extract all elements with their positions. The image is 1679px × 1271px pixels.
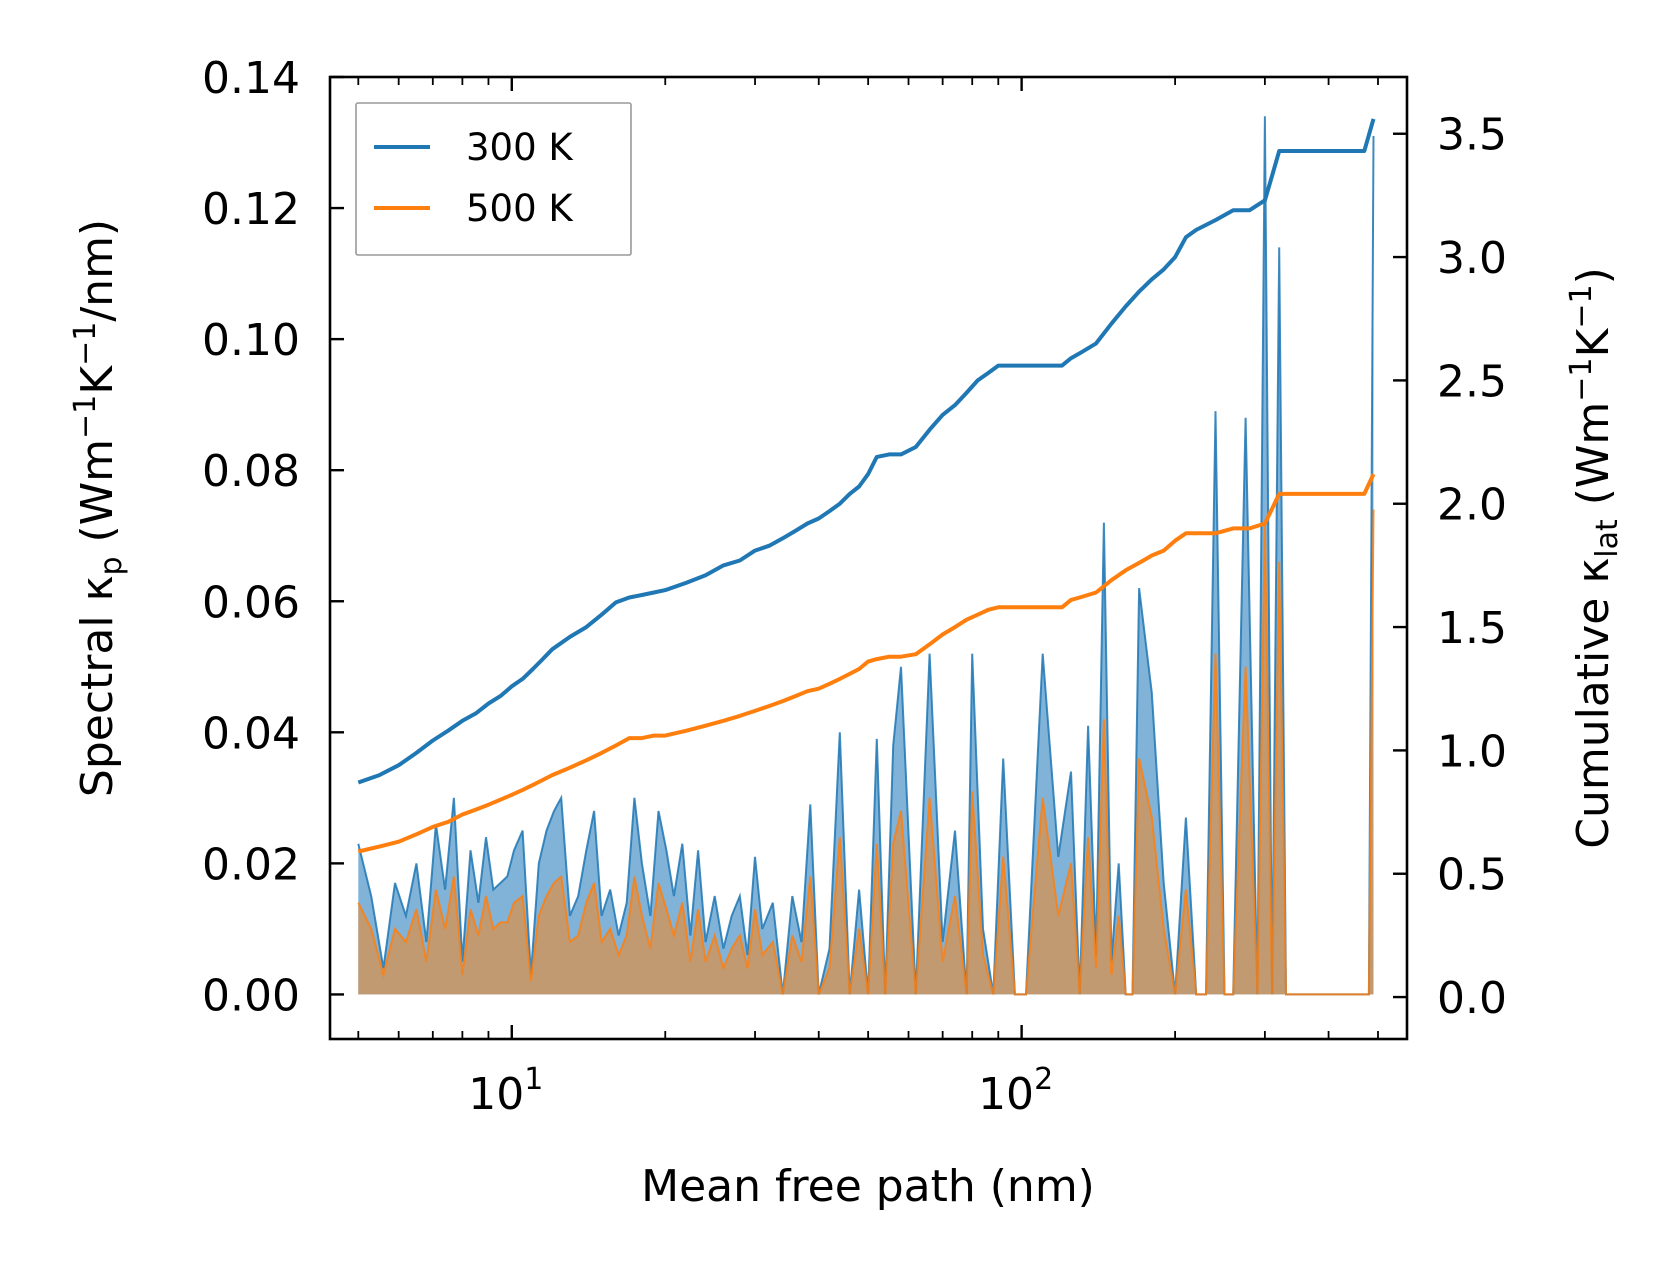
- y-right-tick-label-7: 3.5: [1437, 110, 1507, 161]
- legend-label-300k: 300 K: [466, 126, 574, 169]
- y-left-tick-label-4: 0.08: [202, 446, 300, 497]
- y-right-tick-label-2: 1.0: [1437, 726, 1507, 777]
- y-left-tick-label-1: 0.02: [202, 839, 300, 890]
- x-tick-label-base-1: 10: [978, 1069, 1034, 1120]
- y-left-tick-label-0: 0.00: [202, 970, 300, 1021]
- line-300-k-cumulative: [357, 118, 1376, 785]
- y-left-title-sup-2: −1: [68, 322, 103, 366]
- line-500-k-spectral: [357, 509, 1375, 996]
- y-left-title-sup-1: −1: [68, 395, 103, 439]
- y-left-title-unit-a: (Wm: [72, 439, 123, 557]
- y-right-title-unit-b: K: [1568, 327, 1619, 357]
- y-right-tick-label-1: 0.5: [1437, 850, 1507, 901]
- x-axis-title: Mean free path (nm): [641, 1161, 1095, 1212]
- y-left-title-unit-c: /nm): [72, 219, 123, 322]
- line-300-k-spectral: [357, 116, 1375, 996]
- y-right-axis-title: Cumulative κlat (Wm−1K−1): [1564, 267, 1625, 849]
- axis-ticks: 101 1020.000.020.040.060.080.100.120.140.…: [202, 53, 1507, 1120]
- y-right-tick-label-5: 2.5: [1437, 356, 1507, 407]
- y-left-title-main: Spectral κ: [72, 576, 123, 798]
- y-right-tick-label-3: 1.5: [1437, 603, 1507, 654]
- y-right-tick-label-4: 2.0: [1437, 480, 1507, 531]
- y-left-tick-label-2: 0.04: [202, 708, 300, 759]
- y-right-title-sup-2: −1: [1564, 284, 1599, 328]
- y-right-title-unit-c: ): [1568, 267, 1619, 284]
- x-tick-label-0: 101: [468, 1062, 543, 1120]
- y-right-title-unit-a: (Wm: [1568, 402, 1619, 520]
- y-left-tick-label-3: 0.06: [202, 577, 300, 628]
- y-left-tick-label-6: 0.12: [202, 184, 300, 235]
- y-left-title-unit-b: K: [72, 365, 123, 395]
- y-right-title-sub: lat: [1590, 519, 1625, 558]
- y-right-tick-label-0: 0.0: [1437, 973, 1507, 1024]
- x-tick-label-exp-0: 1: [524, 1062, 543, 1097]
- y-right-tick-label-6: 3.0: [1437, 233, 1507, 284]
- legend: 300 K 500 K: [355, 102, 632, 256]
- y-left-tick-label-7: 0.14: [202, 53, 300, 104]
- legend-box: [355, 102, 632, 256]
- line-500-k-cumulative: [357, 473, 1376, 854]
- x-tick-label-1: 102: [978, 1062, 1053, 1120]
- series-lines: [357, 116, 1376, 996]
- y-right-title-main: Cumulative κ: [1568, 558, 1619, 849]
- y-left-tick-label-5: 0.10: [202, 315, 300, 366]
- y-right-title-sup-1: −1: [1564, 357, 1599, 401]
- y-left-title-sub: p: [94, 556, 129, 575]
- legend-label-500k: 500 K: [466, 187, 574, 230]
- x-tick-label-exp-1: 2: [1034, 1062, 1053, 1097]
- y-left-axis-title: Spectral κp (Wm−1K−1/nm): [68, 219, 129, 797]
- x-tick-label-base-0: 10: [468, 1069, 524, 1120]
